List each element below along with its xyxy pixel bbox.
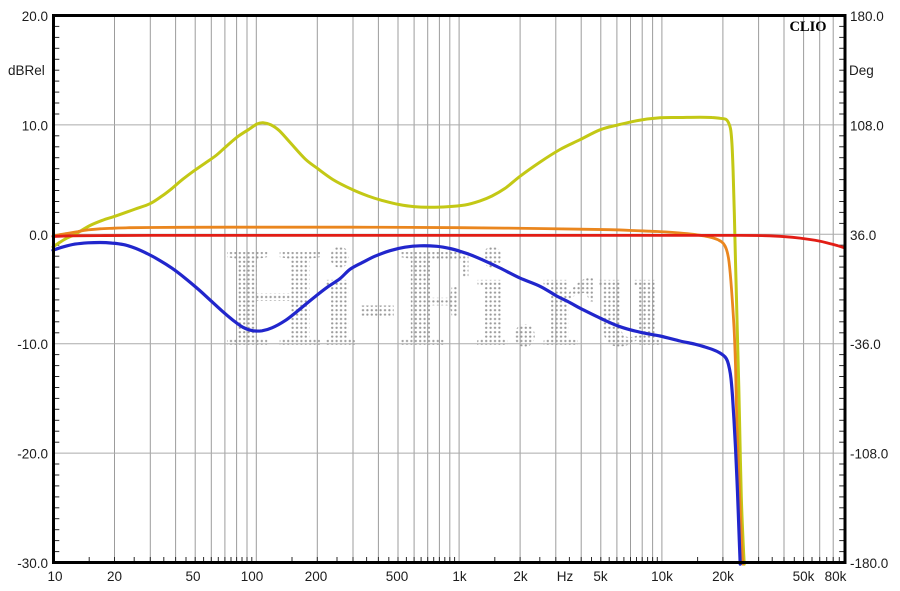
svg-text:dBRel: dBRel	[8, 63, 45, 78]
svg-text:0.0: 0.0	[29, 228, 48, 243]
svg-text:Deg: Deg	[849, 63, 874, 78]
svg-text:200: 200	[305, 569, 328, 584]
svg-text:5k: 5k	[593, 569, 608, 584]
svg-text:108.0: 108.0	[850, 118, 884, 133]
svg-text:36.0: 36.0	[850, 228, 876, 243]
svg-text:-108.0: -108.0	[850, 447, 888, 462]
svg-text:100: 100	[241, 569, 264, 584]
svg-text:-30.0: -30.0	[17, 556, 48, 571]
svg-text:80k: 80k	[825, 569, 847, 584]
svg-text:20k: 20k	[712, 569, 734, 584]
svg-text:500: 500	[386, 569, 409, 584]
svg-text:20.0: 20.0	[22, 9, 48, 24]
svg-text:-36.0: -36.0	[850, 337, 881, 352]
svg-text:180.0: 180.0	[850, 9, 884, 24]
svg-text:20: 20	[107, 569, 122, 584]
svg-text:2k: 2k	[513, 569, 528, 584]
svg-text:50: 50	[185, 569, 200, 584]
svg-text:-20.0: -20.0	[17, 447, 48, 462]
svg-text:1k: 1k	[452, 569, 467, 584]
svg-text:10k: 10k	[651, 569, 673, 584]
svg-text:-10.0: -10.0	[17, 337, 48, 352]
svg-text:50k: 50k	[793, 569, 815, 584]
svg-text:10.0: 10.0	[22, 118, 48, 133]
svg-text:CLIO: CLIO	[789, 19, 826, 35]
svg-text:Hi-Fi.ru: Hi-Fi.ru	[225, 218, 665, 376]
svg-text:-180.0: -180.0	[850, 556, 888, 571]
svg-text:10: 10	[47, 569, 62, 584]
svg-text:Hz: Hz	[557, 569, 574, 584]
